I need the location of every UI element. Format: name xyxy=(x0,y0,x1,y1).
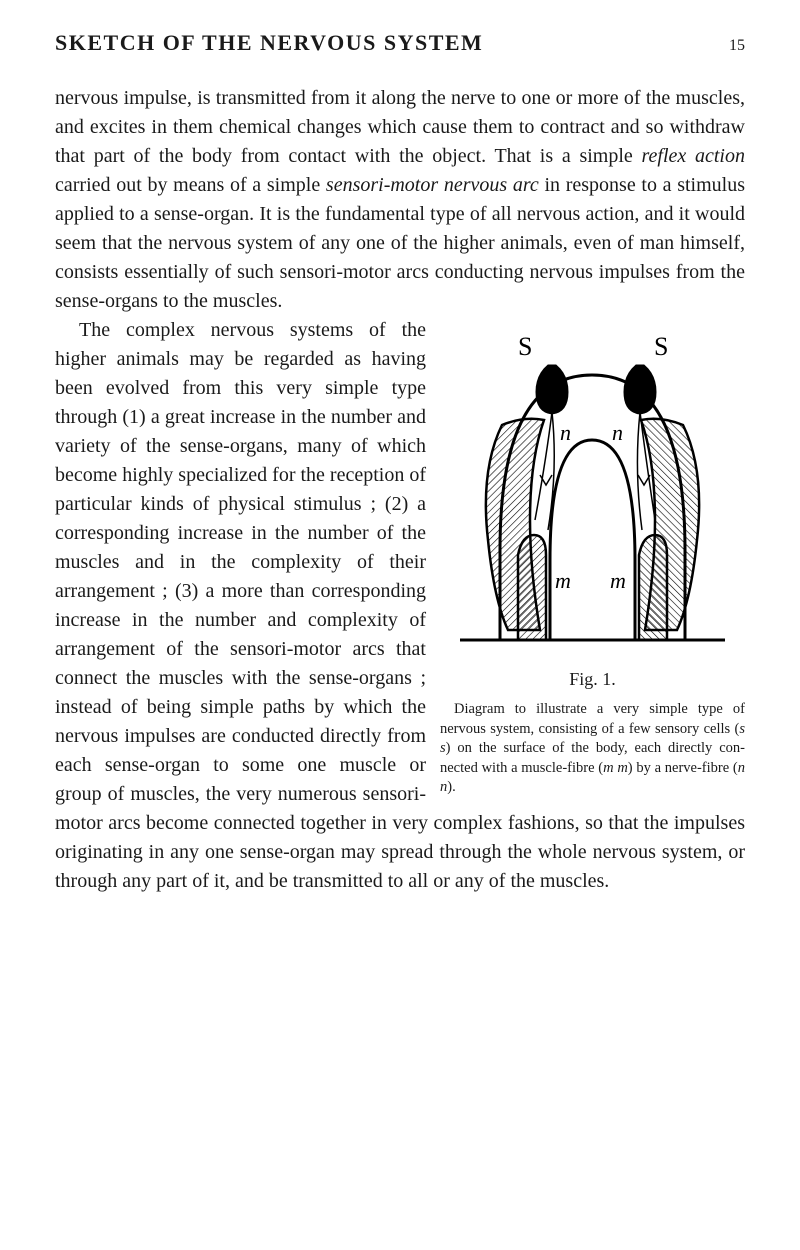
caption-mm: m m xyxy=(603,760,628,776)
page-header-title: SKETCH OF THE NERVOUS SYSTEM xyxy=(55,30,483,56)
label-s-right: S xyxy=(654,332,668,361)
caption-end: ). xyxy=(447,779,455,795)
label-m-right: m xyxy=(610,568,626,593)
page-number: 15 xyxy=(729,37,745,55)
diagram-svg: S S n n m m xyxy=(440,320,745,660)
figure-caption: Diagram to illustrate a very simple type… xyxy=(440,700,745,798)
label-n-left: n xyxy=(560,420,571,445)
p1-mid1: carried out by means of a simple xyxy=(55,174,326,196)
paragraph-1: nervous impulse, is transmitted from it … xyxy=(55,84,745,316)
caption-mid2: ) by a nerve-fibre ( xyxy=(628,760,738,776)
italic-sensori-motor: sensori-motor nervous arc xyxy=(326,174,539,196)
label-m-left: m xyxy=(555,568,571,593)
label-n-right: n xyxy=(612,420,623,445)
figure-label: Fig. 1. xyxy=(440,666,745,692)
italic-reflex-action: reflex action xyxy=(642,145,746,167)
label-s-left: S xyxy=(518,332,532,361)
caption-pre: Diagram to illustrate a very simple type… xyxy=(440,701,745,737)
figure-1: S S n n m m Fig. 1. Diagram to illustrat… xyxy=(440,320,745,798)
